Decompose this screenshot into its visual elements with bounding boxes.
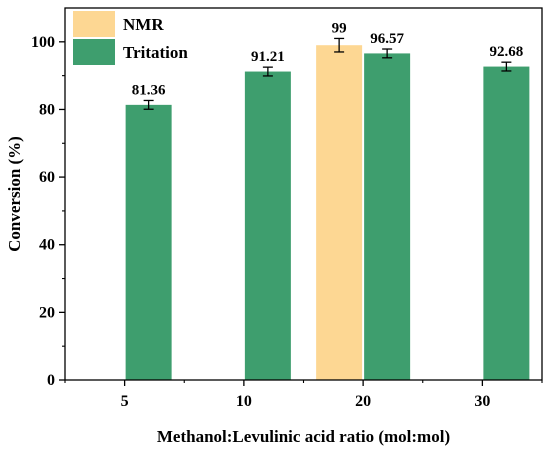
x-axis-title: Methanol:Levulinic acid ratio (mol:mol) (157, 427, 450, 446)
y-tick-label: 0 (47, 372, 55, 389)
bar-nmr-20 (316, 45, 363, 380)
y-tick-label: 20 (39, 304, 55, 321)
axes-layer: 0 20 40 60 80 100 5 10 20 30 (31, 7, 543, 410)
legend-label-nmr: NMR (123, 15, 164, 34)
legend-swatch-nmr (73, 11, 115, 37)
data-label-tritation-5: 81.36 (132, 82, 166, 98)
x-tick-label: 10 (236, 393, 252, 410)
legend-label-tritation: Tritation (123, 43, 188, 62)
legend-swatch-tritation (73, 39, 115, 65)
y-tick-label: 80 (39, 101, 55, 118)
data-label-tritation-20: 96.57 (370, 31, 404, 47)
data-labels-layer: 81.36 91.21 99 96.57 92.68 (132, 20, 524, 98)
data-label-nmr-20: 99 (332, 20, 347, 36)
y-tick-label: 100 (31, 34, 55, 51)
x-tick-label: 30 (474, 393, 490, 410)
x-tick-label: 5 (121, 393, 129, 410)
x-tick-label: 20 (355, 393, 371, 410)
y-tick-label: 40 (39, 237, 55, 254)
bar-tritation-10 (244, 71, 291, 380)
bar-tritation-5 (125, 104, 172, 380)
error-bars-layer (143, 37, 512, 110)
data-label-tritation-30: 92.68 (490, 44, 524, 60)
bars-layer (125, 45, 530, 381)
y-axis-title: Conversion (%) (5, 136, 24, 252)
bar-tritation-30 (483, 66, 530, 380)
data-label-tritation-10: 91.21 (251, 49, 285, 65)
legend: NMR Tritation (73, 11, 188, 65)
y-tick-label: 60 (39, 169, 55, 186)
bar-tritation-20 (364, 53, 411, 381)
